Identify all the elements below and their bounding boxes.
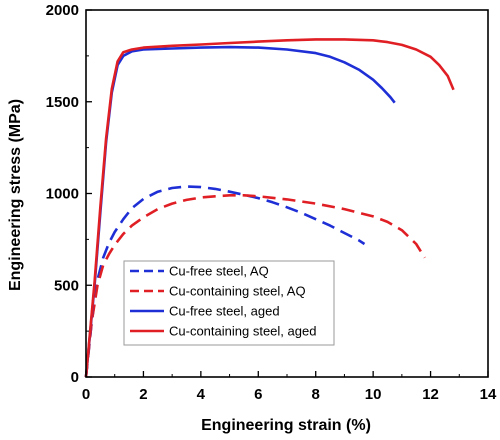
legend-label-4: Cu-containing steel, aged [169, 324, 316, 339]
x-tick-label: 8 [312, 386, 320, 403]
axis-ticks: 0 2 4 6 8 10 12 14 0 500 1000 1500 2000 [46, 2, 497, 403]
x-tick-label: 14 [480, 386, 497, 403]
legend-label-3: Cu-free steel, aged [169, 304, 280, 319]
series-line-4 [84, 38, 455, 378]
y-tick-label: 2000 [46, 2, 79, 19]
x-tick-label: 2 [139, 386, 147, 403]
series-line-1 [84, 185, 366, 378]
x-tick-label: 0 [82, 386, 90, 403]
x-tick-label: 6 [254, 386, 262, 403]
legend: Cu-free steel, AQ Cu-containing steel, AQ… [123, 260, 335, 346]
y-tick-label: 500 [54, 277, 79, 294]
legend-label-1: Cu-free steel, AQ [169, 264, 269, 279]
legend-label-2: Cu-containing steel, AQ [169, 284, 306, 299]
y-axis-title: Engineering stress (MPa) [7, 99, 24, 291]
series-line-2 [84, 194, 426, 378]
series-layer [84, 38, 455, 378]
x-tick-label: 10 [365, 386, 382, 403]
y-tick-label: 0 [71, 369, 79, 386]
y-tick-label: 1500 [46, 94, 79, 111]
x-axis-title: Engineering strain (%) [201, 417, 371, 434]
x-tick-label: 4 [197, 386, 206, 403]
x-tick-label: 12 [422, 386, 439, 403]
y-tick-label: 1000 [46, 186, 79, 203]
